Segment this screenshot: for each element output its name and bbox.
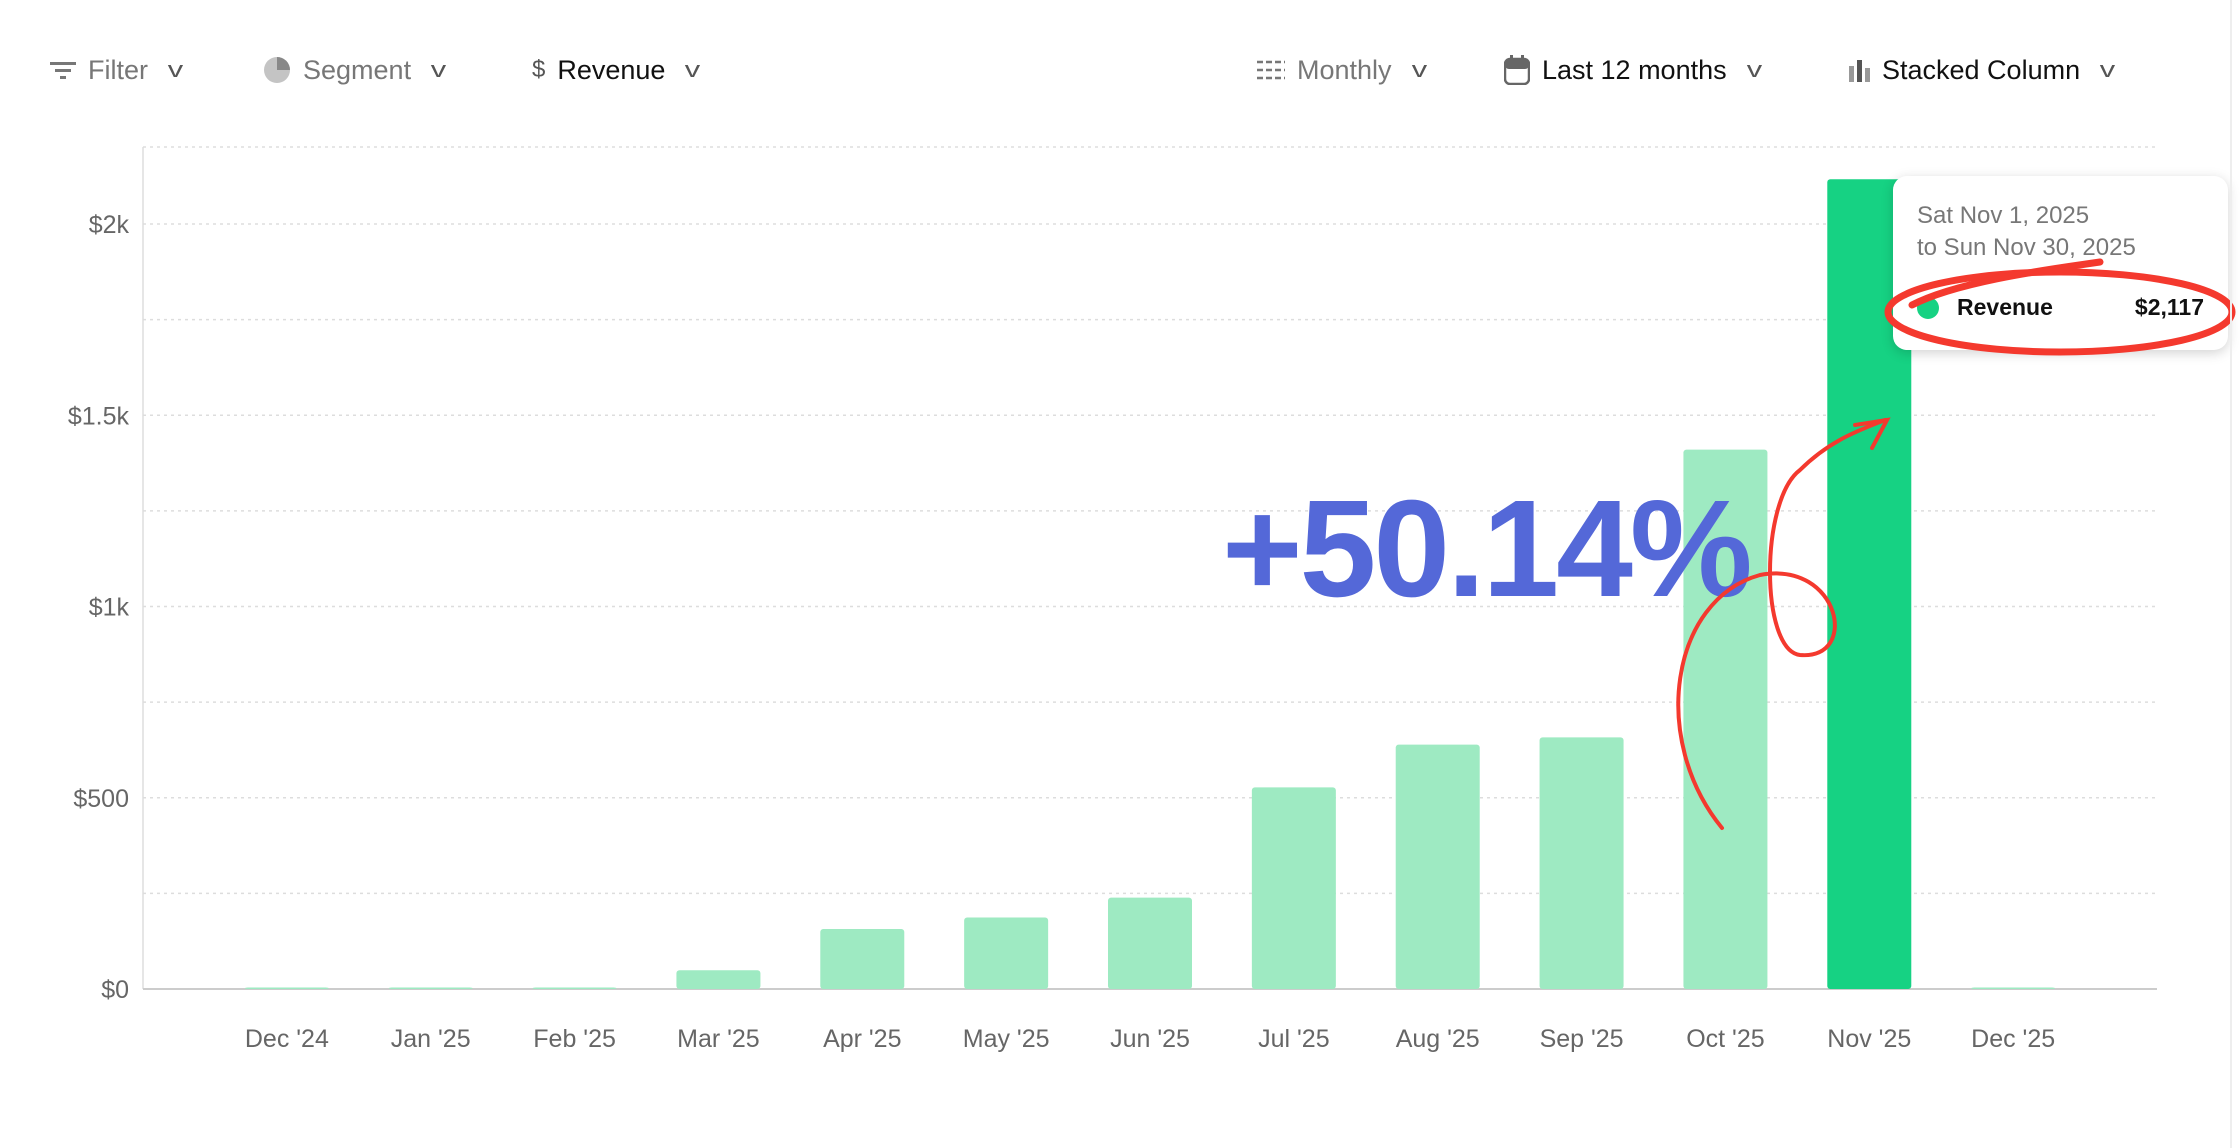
bar-mar25 xyxy=(676,970,761,989)
chart-type-label: Stacked Column xyxy=(1882,54,2081,85)
filter-label: Filter xyxy=(88,54,148,85)
interval-icon xyxy=(1257,60,1285,80)
dollar-icon: $ xyxy=(532,56,546,83)
date-range-dropdown[interactable]: Last 12 months v xyxy=(1504,48,1762,92)
bar-jul25 xyxy=(1251,787,1336,989)
bar-feb25 xyxy=(532,987,617,989)
x-tick-label: Oct '25 xyxy=(1686,1025,1764,1053)
date-range-label: Last 12 months xyxy=(1542,54,1727,85)
y-tick-label: $1k xyxy=(89,594,130,622)
chevron-down-icon: v xyxy=(167,57,184,82)
chart-toolbar: Filter v Segment v $ Revenue v Monthly v… xyxy=(0,48,2240,92)
chevron-down-icon: v xyxy=(1411,57,1427,82)
pie-chart-icon xyxy=(264,57,290,83)
y-tick-label: $500 xyxy=(73,785,129,813)
x-tick-label: Dec '25 xyxy=(1971,1025,2055,1053)
interval-dropdown[interactable]: Monthly v xyxy=(1257,48,1427,92)
tooltip-series-value: $2,117 xyxy=(2134,294,2204,320)
chevron-down-icon: v xyxy=(2099,57,2116,82)
tooltip-end-date: to Sun Nov 30, 2025 xyxy=(1917,234,2136,261)
x-tick-label: Nov '25 xyxy=(1827,1025,1911,1053)
bar-dec24 xyxy=(244,987,329,989)
filter-dropdown[interactable]: Filter v xyxy=(50,48,184,92)
calendar-icon xyxy=(1504,55,1530,85)
x-tick-label: May '25 xyxy=(963,1025,1050,1053)
chart-type-dropdown[interactable]: Stacked Column v xyxy=(1848,48,2116,92)
y-tick-label: $0 xyxy=(101,976,129,1004)
chevron-down-icon: v xyxy=(1746,57,1762,82)
growth-annotation: +50.14% xyxy=(1222,472,1753,626)
x-tick-label: Mar '25 xyxy=(677,1025,760,1053)
x-tick-label: Feb '25 xyxy=(533,1025,616,1053)
bar-may25 xyxy=(964,917,1049,989)
stacked-column-icon xyxy=(1849,60,1870,82)
segment-dropdown[interactable]: Segment v xyxy=(263,48,447,92)
x-tick-label: Dec '24 xyxy=(245,1025,329,1053)
y-tick-label: $2k xyxy=(89,211,130,239)
series-color-dot xyxy=(1917,296,1939,319)
bar-dec25 xyxy=(1971,987,2056,989)
interval-label: Monthly xyxy=(1297,54,1392,85)
bar-sep25 xyxy=(1539,737,1624,989)
x-tick-label: Apr '25 xyxy=(823,1025,901,1053)
tooltip-series-name: Revenue xyxy=(1957,294,2053,320)
bar-apr25 xyxy=(820,928,905,989)
tooltip-series-row: Revenue $2,117 xyxy=(1917,294,2204,321)
chart-tooltip: Sat Nov 1, 2025 to Sun Nov 30, 2025 Reve… xyxy=(1893,176,2228,350)
segment-label: Segment xyxy=(303,54,412,85)
x-tick-label: Sep '25 xyxy=(1540,1025,1624,1053)
metric-dropdown[interactable]: $ Revenue v xyxy=(532,48,701,92)
chevron-down-icon: v xyxy=(685,57,701,82)
filter-icon xyxy=(50,62,76,79)
x-tick-label: Jul '25 xyxy=(1258,1025,1329,1053)
x-tick-label: Jan '25 xyxy=(391,1025,471,1053)
metric-label: Revenue xyxy=(557,54,666,85)
tooltip-start-date: Sat Nov 1, 2025 xyxy=(1917,202,2090,229)
chevron-down-icon: v xyxy=(430,57,447,82)
bar-jun25 xyxy=(1108,897,1192,989)
y-tick-label: $1.5k xyxy=(68,402,130,430)
bar-aug25 xyxy=(1395,744,1480,989)
tooltip-date-range: Sat Nov 1, 2025 to Sun Nov 30, 2025 xyxy=(1917,200,2136,264)
scrollbar-edge xyxy=(2230,0,2232,1148)
x-tick-label: Aug '25 xyxy=(1396,1025,1480,1053)
bar-jan25 xyxy=(388,987,473,989)
x-tick-label: Jun '25 xyxy=(1110,1025,1190,1053)
